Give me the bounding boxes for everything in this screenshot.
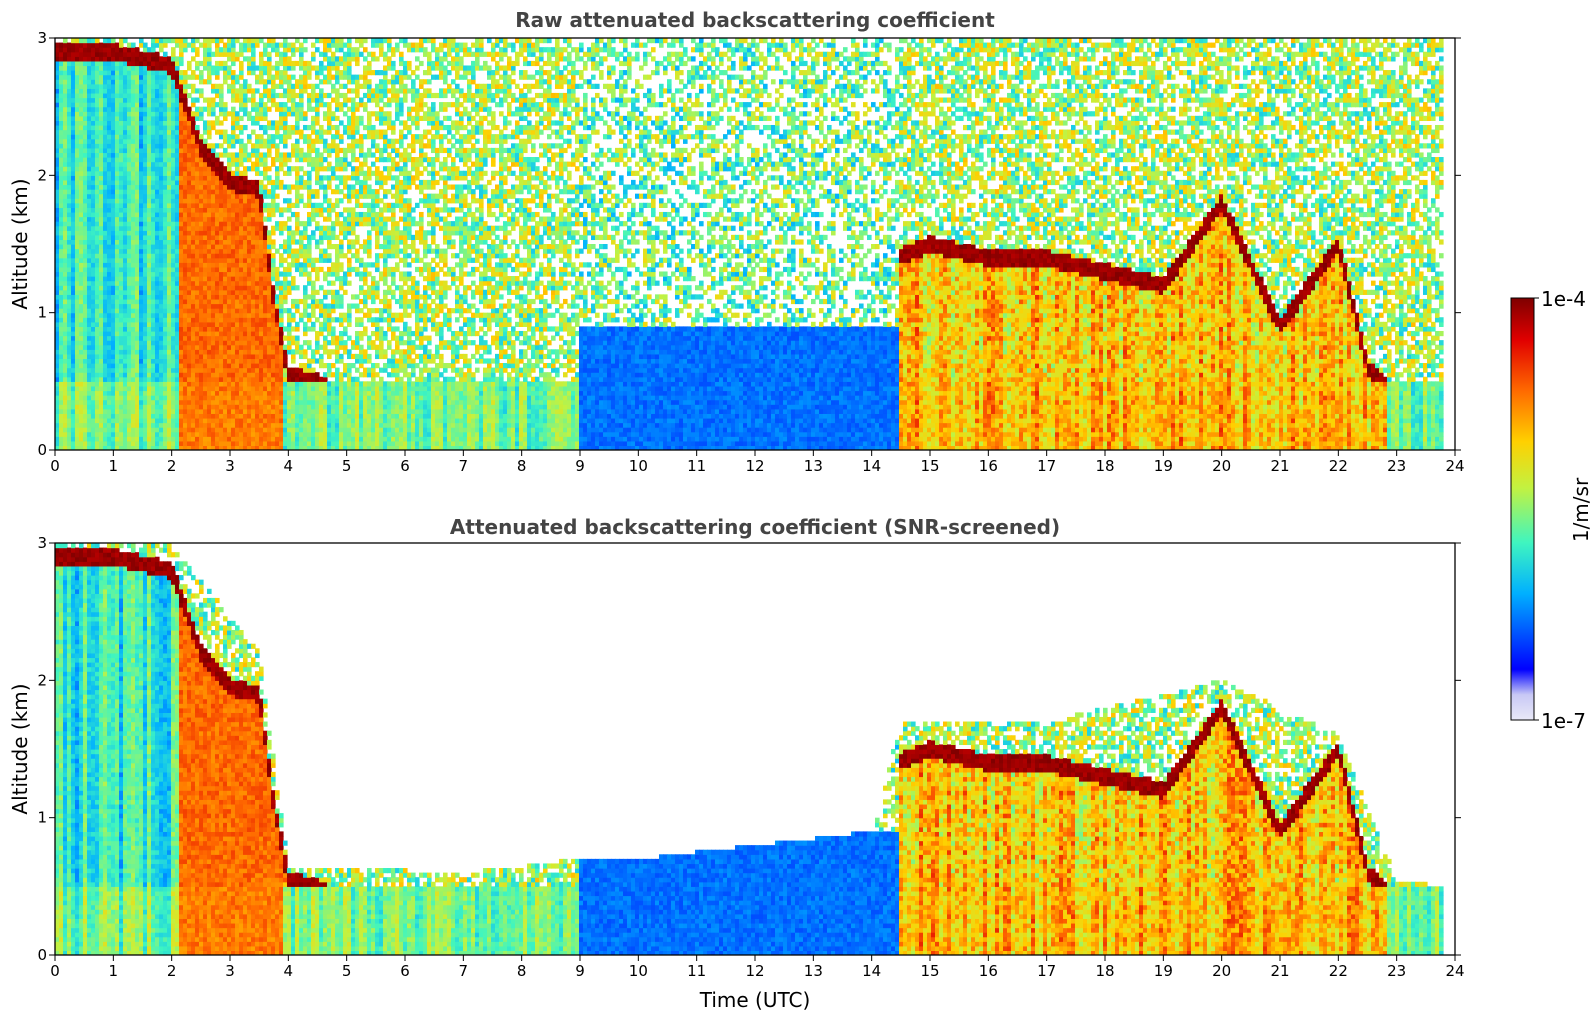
x-tick-label: 20 bbox=[1212, 457, 1231, 475]
x-tick-label: 3 bbox=[225, 457, 235, 475]
x-tick-label: 6 bbox=[400, 962, 410, 980]
x-tick-label: 22 bbox=[1329, 962, 1348, 980]
chart-title-screened: Attenuated backscattering coefficient (S… bbox=[450, 515, 1060, 539]
x-tick-label: 20 bbox=[1212, 962, 1231, 980]
y-tick-label: 2 bbox=[37, 671, 47, 689]
x-tick-label: 13 bbox=[804, 457, 823, 475]
x-tick-label: 14 bbox=[862, 962, 881, 980]
x-tick-label: 8 bbox=[517, 457, 527, 475]
heatmap-screened bbox=[55, 543, 1444, 956]
x-tick-label: 10 bbox=[629, 962, 648, 980]
x-tick-label: 21 bbox=[1270, 962, 1289, 980]
x-tick-label: 8 bbox=[517, 962, 527, 980]
x-tick-label: 23 bbox=[1387, 457, 1406, 475]
x-tick-label: 0 bbox=[50, 962, 60, 980]
figure-svg: Raw attenuated backscattering coefficien… bbox=[0, 0, 1595, 1020]
x-tick-label: 0 bbox=[50, 457, 60, 475]
y-tick-label: 3 bbox=[37, 534, 47, 552]
x-tick-label: 9 bbox=[575, 962, 585, 980]
chart-title-raw: Raw attenuated backscattering coefficien… bbox=[515, 8, 995, 32]
x-tick-label: 12 bbox=[745, 962, 764, 980]
x-tick-label: 18 bbox=[1095, 962, 1114, 980]
x-axis-label: Time (UTC) bbox=[699, 988, 811, 1012]
x-tick-label: 22 bbox=[1329, 457, 1348, 475]
y-tick-label: 1 bbox=[37, 809, 47, 827]
y-axis-label-screened: Altitude (km) bbox=[8, 683, 32, 814]
colorbar-min-label: 1e-7 bbox=[1541, 709, 1586, 733]
y-tick-label: 3 bbox=[37, 29, 47, 47]
x-tick-label: 1 bbox=[109, 962, 119, 980]
x-tick-label: 17 bbox=[1037, 457, 1056, 475]
x-tick-label: 16 bbox=[979, 457, 998, 475]
x-tick-label: 17 bbox=[1037, 962, 1056, 980]
x-tick-label: 2 bbox=[167, 457, 177, 475]
x-tick-label: 7 bbox=[459, 962, 469, 980]
heatmap-raw bbox=[55, 38, 1444, 451]
y-tick-label: 0 bbox=[37, 946, 47, 964]
x-tick-label: 10 bbox=[629, 457, 648, 475]
x-tick-label: 12 bbox=[745, 457, 764, 475]
x-tick-label: 3 bbox=[225, 962, 235, 980]
x-tick-label: 16 bbox=[979, 962, 998, 980]
colorbar: 1e-4 1e-7 1/m/sr bbox=[1511, 287, 1593, 733]
figure: Raw attenuated backscattering coefficien… bbox=[0, 0, 1595, 1020]
x-tick-label: 15 bbox=[920, 962, 939, 980]
x-tick-label: 18 bbox=[1095, 457, 1114, 475]
x-tick-label: 9 bbox=[575, 457, 585, 475]
x-tick-label: 21 bbox=[1270, 457, 1289, 475]
x-tick-label: 14 bbox=[862, 457, 881, 475]
x-tick-label: 19 bbox=[1154, 457, 1173, 475]
x-tick-label: 6 bbox=[400, 457, 410, 475]
x-tick-label: 5 bbox=[342, 962, 352, 980]
x-tick-label: 23 bbox=[1387, 962, 1406, 980]
x-tick-label: 11 bbox=[687, 457, 706, 475]
x-tick-label: 1 bbox=[109, 457, 119, 475]
x-tick-label: 2 bbox=[167, 962, 177, 980]
x-tick-label: 4 bbox=[284, 457, 294, 475]
y-axis-label-raw: Altitude (km) bbox=[8, 178, 32, 309]
x-tick-label: 13 bbox=[804, 962, 823, 980]
x-tick-label: 15 bbox=[920, 457, 939, 475]
colorbar-max-label: 1e-4 bbox=[1541, 287, 1586, 311]
y-tick-label: 1 bbox=[37, 304, 47, 322]
colorbar-unit-label: 1/m/sr bbox=[1569, 477, 1593, 542]
x-tick-label: 11 bbox=[687, 962, 706, 980]
x-tick-label: 5 bbox=[342, 457, 352, 475]
y-tick-label: 0 bbox=[37, 441, 47, 459]
x-tick-label: 24 bbox=[1445, 962, 1464, 980]
x-tick-label: 7 bbox=[459, 457, 469, 475]
colorbar-gradient bbox=[1511, 298, 1534, 720]
x-tick-label: 24 bbox=[1445, 457, 1464, 475]
x-tick-label: 19 bbox=[1154, 962, 1173, 980]
y-tick-label: 2 bbox=[37, 166, 47, 184]
x-tick-label: 4 bbox=[284, 962, 294, 980]
